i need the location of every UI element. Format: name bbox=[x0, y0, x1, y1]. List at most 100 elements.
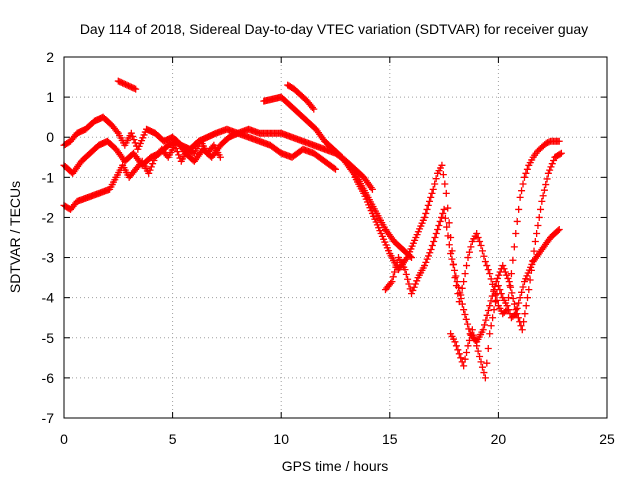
data-point bbox=[330, 164, 338, 172]
data-point bbox=[424, 252, 432, 260]
data-point bbox=[519, 283, 527, 291]
data-point bbox=[405, 280, 413, 288]
data-point bbox=[401, 266, 409, 274]
data-point bbox=[129, 132, 137, 140]
data-point bbox=[547, 163, 555, 171]
data-point bbox=[474, 347, 482, 355]
data-point bbox=[431, 234, 439, 241]
data-point bbox=[522, 302, 530, 310]
data-point bbox=[521, 310, 529, 318]
data-point bbox=[464, 342, 472, 350]
data-point bbox=[147, 163, 155, 171]
x-axis-label: GPS time / hours bbox=[282, 458, 389, 474]
data-point bbox=[150, 156, 158, 164]
data-point bbox=[535, 213, 543, 221]
data-point bbox=[517, 322, 525, 330]
data-point bbox=[542, 181, 550, 189]
data-point bbox=[423, 205, 431, 213]
data-point bbox=[457, 354, 465, 362]
data-point bbox=[457, 294, 465, 302]
plot-frame bbox=[63, 56, 608, 419]
data-point bbox=[481, 258, 489, 266]
data-point bbox=[421, 262, 429, 270]
data-point bbox=[435, 221, 443, 229]
data-point bbox=[408, 290, 416, 298]
data-point bbox=[507, 283, 515, 291]
data-point bbox=[149, 160, 157, 168]
data-point bbox=[489, 314, 497, 322]
data-point bbox=[483, 262, 491, 270]
data-point bbox=[515, 299, 523, 307]
data-point bbox=[332, 165, 339, 173]
data-point bbox=[488, 292, 496, 300]
y-tick-label: -6 bbox=[42, 370, 55, 386]
data-point bbox=[444, 204, 452, 212]
data-point bbox=[480, 369, 488, 377]
data-point bbox=[538, 197, 546, 205]
data-point bbox=[504, 274, 512, 282]
data-point bbox=[451, 338, 459, 346]
data-point bbox=[478, 247, 486, 255]
data-point bbox=[439, 171, 447, 179]
data-point bbox=[422, 209, 430, 217]
data-point bbox=[484, 266, 492, 274]
data-point bbox=[451, 274, 459, 282]
data-point bbox=[463, 262, 471, 270]
data-point bbox=[441, 214, 449, 222]
data-point bbox=[461, 270, 469, 278]
data-point bbox=[505, 278, 513, 286]
data-point bbox=[512, 229, 520, 237]
data-point bbox=[483, 359, 491, 367]
data-point bbox=[413, 277, 421, 285]
data-point bbox=[463, 348, 471, 356]
data-point bbox=[424, 201, 432, 209]
data-point bbox=[520, 318, 528, 326]
data-point bbox=[496, 286, 504, 294]
data-point bbox=[452, 342, 460, 350]
data-point bbox=[471, 336, 479, 344]
data-point bbox=[555, 137, 563, 145]
data-point bbox=[388, 278, 396, 286]
data-point bbox=[427, 193, 435, 201]
data-point bbox=[454, 346, 462, 354]
x-tick-label: 5 bbox=[169, 431, 177, 447]
data-point bbox=[543, 175, 551, 183]
data-point bbox=[449, 261, 457, 269]
data-point bbox=[387, 279, 395, 287]
data-point bbox=[460, 362, 468, 370]
y-tick-label: 2 bbox=[46, 49, 54, 65]
data-point bbox=[426, 249, 434, 257]
y-tick-labels: 2 1 0 -1 -2 -3 -4 -5 -6 -7 bbox=[42, 49, 607, 426]
data-point bbox=[437, 213, 445, 221]
data-point bbox=[483, 311, 491, 319]
data-point bbox=[503, 271, 511, 279]
data-point bbox=[487, 322, 495, 330]
data-point bbox=[510, 311, 518, 319]
data-point bbox=[173, 148, 181, 156]
data-point bbox=[515, 205, 523, 213]
data-point bbox=[428, 242, 436, 250]
data-point bbox=[421, 213, 429, 221]
data-point bbox=[389, 273, 397, 281]
data-point bbox=[391, 268, 399, 276]
data-point bbox=[409, 286, 417, 294]
data-point bbox=[447, 250, 455, 258]
data-point bbox=[175, 151, 183, 159]
data-point bbox=[467, 243, 475, 251]
data-point bbox=[440, 205, 448, 213]
data-point bbox=[546, 166, 554, 174]
series-track-e bbox=[260, 93, 416, 262]
x-tick-label: 15 bbox=[382, 431, 398, 447]
data-point bbox=[458, 300, 466, 308]
data-point bbox=[132, 85, 140, 93]
data-point bbox=[499, 262, 507, 270]
data-point bbox=[461, 311, 469, 319]
data-point bbox=[533, 229, 541, 237]
data-point bbox=[544, 169, 552, 177]
data-point bbox=[453, 278, 461, 286]
data-point bbox=[476, 238, 484, 246]
data-point bbox=[465, 248, 473, 256]
data-point bbox=[487, 275, 495, 283]
data-point bbox=[411, 280, 419, 288]
